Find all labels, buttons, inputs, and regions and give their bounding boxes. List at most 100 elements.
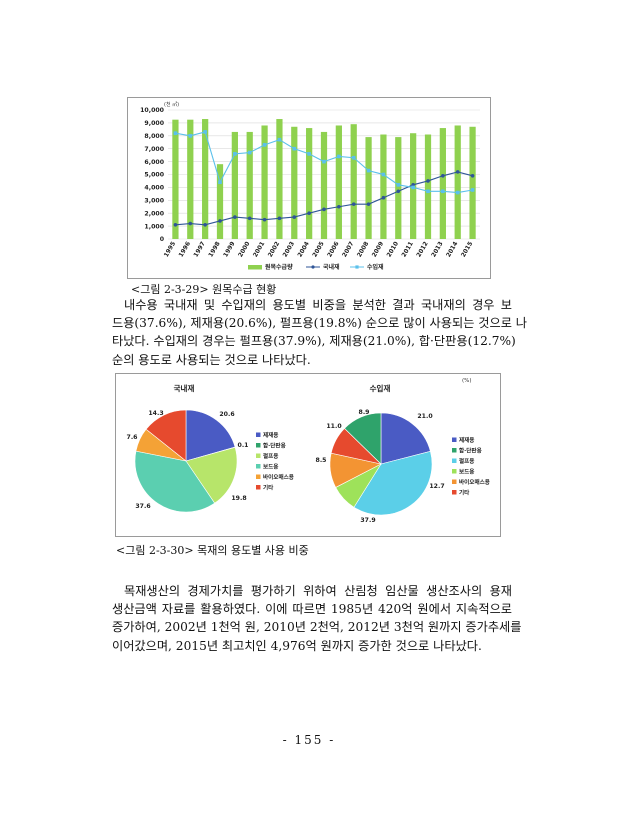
imported-legend-label: 바이오매스용: [459, 478, 490, 486]
x-tick-label: 2014: [445, 241, 459, 259]
bar-supply: [380, 134, 387, 239]
imported-point: [470, 188, 475, 192]
domestic-legend-label: 합·단판용: [263, 442, 286, 450]
imported-value-label: 37.9: [360, 517, 375, 524]
y-tick-label: 1,000: [144, 223, 164, 230]
domestic-point: [233, 215, 237, 219]
x-tick-label: 1996: [178, 241, 192, 259]
x-tick-label: 2007: [341, 241, 355, 259]
x-tick-label: 2013: [430, 241, 444, 259]
imported-legend-swatch: [452, 469, 457, 474]
figure-caption-2: <그림 2-3-30> 목재의 용도별 사용 비중: [116, 544, 309, 557]
domestic-point: [381, 195, 386, 200]
x-tick-label: 2002: [267, 241, 281, 259]
bar-supply: [231, 131, 238, 239]
x-tick-label: 1997: [192, 241, 206, 259]
paragraph-line: 순의 용도로 사용되는 것으로 나타났다.: [112, 352, 311, 367]
imported-point: [411, 185, 415, 190]
bar-supply: [172, 119, 179, 239]
x-tick-label: 2003: [282, 241, 296, 259]
bar-supply: [261, 125, 268, 239]
imported-legend-swatch: [452, 458, 457, 463]
imported-legend-swatch: [452, 490, 457, 495]
imported-point: [426, 189, 430, 194]
imported-pie-slice: [353, 450, 433, 516]
imported-legend-label: 합·단판용: [459, 447, 482, 455]
legend-swatch-supply: [248, 265, 262, 270]
bar-supply: [469, 126, 476, 239]
domestic-point: [441, 173, 445, 178]
domestic-value-label: 0.1: [238, 442, 249, 449]
bar-supply: [306, 128, 313, 239]
bar-supply: [276, 119, 283, 239]
x-tick-label: 2009: [371, 241, 385, 259]
domestic-legend-swatch: [256, 443, 261, 448]
paragraph-economic-value: 목재생산의 경제가치를 평가하기 위하여 산림청 임산물 생산조사의 용재 생산…: [112, 582, 521, 655]
domestic-point: [292, 215, 297, 219]
y-tick-label: 6,000: [144, 159, 164, 166]
figure-usage-pie-charts: (%) 국내재 20.6 0.1 19.8 37.6 7.6 14.3 제재용 합·단판용 펄프용 보…: [115, 373, 501, 537]
y-tick-label: 0: [160, 236, 165, 243]
domestic-point: [218, 219, 222, 223]
y-tick-label: 10,000: [140, 107, 165, 114]
bar-supply: [365, 137, 372, 239]
imported-value-label: 12.7: [429, 483, 444, 490]
domestic-value-label: 37.6: [135, 503, 150, 510]
domestic-point: [426, 179, 430, 183]
x-tick-label: 2011: [400, 241, 414, 259]
bar-supply: [187, 119, 194, 239]
legend-marker-domestic: [311, 265, 315, 269]
imported-point: [441, 189, 445, 194]
imported-point: [322, 159, 326, 164]
y-tick-label: 5,000: [144, 172, 164, 179]
paragraph-line: 내수용 국내재 및 수입재의 용도별 비중을 분석한 결과 국내재의 경우 보: [124, 298, 512, 312]
domestic-point: [396, 189, 401, 194]
y-tick-label: 9,000: [144, 120, 164, 127]
imported-point: [218, 180, 222, 185]
imported-point: [351, 155, 356, 160]
domestic-legend-label: 보드용: [263, 463, 278, 471]
paragraph-line: 목재생산의 경제가치를 평가하기 위하여 산림청 임산물 생산조사의 용재: [124, 584, 512, 598]
bar-supply: [424, 134, 432, 239]
domestic-value-label: 14.3: [148, 410, 163, 417]
domestic-legend-label: 제재용: [263, 431, 278, 439]
imported-value-label: 11.0: [326, 423, 342, 430]
bar-supply: [454, 125, 461, 239]
domestic-point: [455, 170, 460, 174]
domestic-point: [322, 207, 326, 212]
legend-label-domestic: 국내재: [323, 263, 340, 271]
imported-legend-label: 펄프용: [459, 457, 474, 465]
imported-legend-swatch: [452, 437, 457, 442]
y-tick-label: 4,000: [144, 185, 164, 192]
x-tick-label: 2006: [326, 241, 340, 259]
imported-point: [173, 131, 178, 136]
imported-value-label: 21.0: [417, 413, 433, 420]
domestic-pie-slice: [185, 447, 238, 504]
imported-legend-swatch: [452, 479, 457, 484]
x-tick-label: 1999: [222, 241, 236, 259]
domestic-point: [188, 221, 193, 226]
domestic-legend-swatch: [256, 432, 261, 437]
bar-supply: [439, 128, 446, 239]
figure-timber-supply-chart: (천 ㎥) 0 1,000 2,000 3,000 4,000 5,000 6,000 7,00…: [127, 97, 491, 279]
bar-supply: [335, 125, 342, 239]
legend-label-imported: 수입재: [367, 263, 384, 271]
imported-value-label: 8.5: [316, 457, 327, 464]
domestic-pie-title: 국내재: [174, 383, 195, 393]
imported-point: [381, 172, 386, 177]
paragraph-line: 생산금액 자료를 활용하였다. 이에 따르면 1985년 420억 원에서 지속…: [112, 602, 512, 617]
unit-label: (%): [462, 378, 472, 384]
y-tick-label: 2,000: [144, 210, 164, 217]
imported-point: [292, 146, 297, 151]
imported-pie-title: 수입재: [370, 383, 391, 393]
domestic-legend-swatch: [256, 474, 261, 479]
x-tick-label: 2005: [311, 241, 325, 259]
domestic-point: [307, 211, 311, 215]
x-tick-label: 2001: [252, 241, 266, 259]
x-tick-label: 1995: [163, 241, 177, 259]
x-tick-label: 2015: [460, 241, 474, 259]
imported-point: [307, 152, 311, 156]
domestic-legend-swatch: [256, 453, 261, 458]
x-tick-label: 2008: [356, 240, 370, 258]
domestic-point: [366, 202, 371, 206]
